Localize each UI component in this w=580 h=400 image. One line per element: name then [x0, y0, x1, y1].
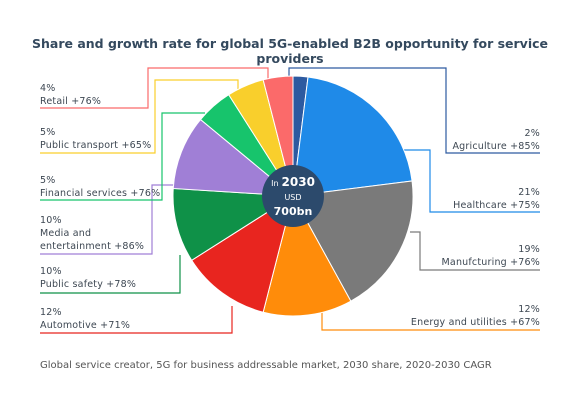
category-label: Healthcare +75%: [453, 200, 540, 211]
category-label: Retail +76%: [40, 96, 102, 107]
footnote: Global service creator, 5G for business …: [40, 360, 492, 371]
category-label: Manufcturing +76%: [441, 257, 540, 268]
value-label: 12%: [518, 304, 540, 315]
value-label: 19%: [518, 244, 540, 255]
center-text: In 2030: [271, 175, 315, 189]
center-year: 2030: [282, 175, 315, 189]
center-total: 700bn: [274, 205, 313, 218]
center-prefix: In: [271, 179, 278, 188]
value-label: 12%: [40, 307, 62, 318]
value-label: 4%: [40, 83, 56, 94]
pie-slice: [292, 76, 413, 197]
connector: [40, 112, 205, 201]
value-label: 21%: [518, 187, 540, 198]
pie-slice: [190, 194, 294, 313]
category-label: Agriculture +85%: [452, 141, 540, 152]
center-disc: [262, 165, 324, 227]
connector: [321, 312, 540, 331]
pie-slice: [262, 194, 352, 317]
connector: [40, 306, 233, 334]
slice-label: 4% Retail +76%: [40, 82, 101, 108]
slice-label: 2% Agriculture +85%: [452, 127, 540, 153]
chart-title: Share and growth rate for global 5G-enab…: [31, 36, 548, 66]
category-label: Energy and utilities +67%: [410, 317, 540, 328]
value-label: 10%: [40, 215, 62, 226]
value-label: 5%: [40, 127, 56, 138]
pie-slice: [172, 187, 295, 261]
slice-label: 12% Automotive +71%: [40, 306, 130, 332]
pie-slice: [172, 118, 295, 197]
category-label: Media and entertainment +86%: [40, 228, 145, 252]
slice-label: 5% Public transport +65%: [40, 126, 151, 152]
category-label: Financial services +76%: [40, 188, 161, 199]
center-unit: USD: [284, 193, 301, 202]
category-label: Public transport +65%: [40, 140, 152, 151]
slice-label: 21% Healthcare +75%: [453, 186, 540, 212]
category-label: Public safety +78%: [40, 279, 137, 290]
slice-label: 12% Energy and utilities +67%: [411, 303, 540, 329]
slice-label: 10% Media and entertainment +86%: [40, 214, 152, 253]
pie-slice: [292, 180, 414, 302]
connector: [40, 67, 269, 109]
slice-label: 19% Manufcturing +76%: [442, 243, 540, 269]
value-label: 2%: [524, 128, 540, 139]
connector: [288, 67, 540, 154]
slice-label: 5% Financial services +76%: [40, 174, 160, 200]
connector: [40, 255, 181, 294]
connector: [40, 79, 239, 154]
slice-label: 10% Public safety +78%: [40, 265, 136, 291]
category-label: Automotive +71%: [40, 320, 131, 331]
connector: [400, 149, 540, 213]
connector: [410, 231, 540, 271]
connector: [40, 184, 175, 255]
value-label: 10%: [40, 266, 62, 277]
value-label: 5%: [40, 175, 56, 186]
